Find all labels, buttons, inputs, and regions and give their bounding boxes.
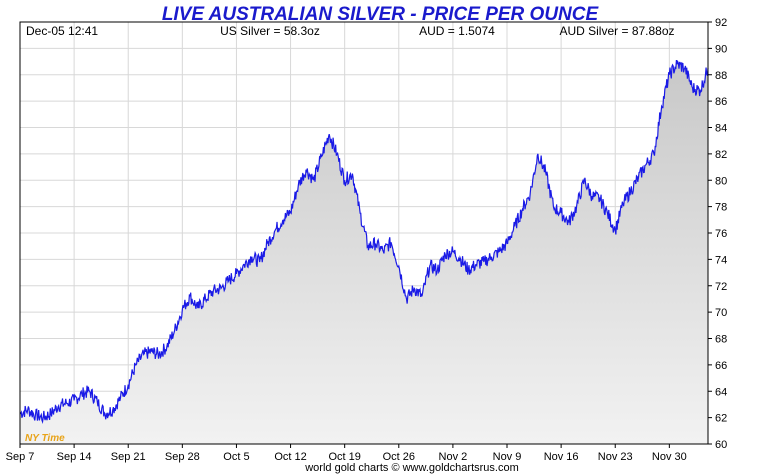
x-tick-label: Sep 7 xyxy=(6,451,35,463)
y-tick-label: 76 xyxy=(715,228,727,240)
aud-silver-label: AUD Silver = 87.88oz xyxy=(559,24,674,38)
credit-label: world gold charts © www.goldchartsrus.co… xyxy=(304,462,519,474)
y-tick-label: 86 xyxy=(715,96,727,108)
y-tick-label: 66 xyxy=(715,360,727,372)
x-tick-label: Nov 30 xyxy=(652,451,687,463)
x-tick-label: Sep 28 xyxy=(165,451,200,463)
x-tick-label: Oct 19 xyxy=(328,451,360,463)
x-tick-label: Oct 26 xyxy=(383,451,415,463)
y-tick-label: 92 xyxy=(715,17,727,29)
x-axis-ticks: Sep 7 Sep 14 Sep 21 Sep 28 Oct 5 Oct 12 Oct 19… xyxy=(6,444,687,463)
x-tick-label: Nov 2 xyxy=(439,451,468,463)
y-tick-label: 80 xyxy=(715,175,727,187)
chart-title: LIVE AUSTRALIAN SILVER - PRICE PER OUNCE xyxy=(162,4,600,25)
y-tick-label: 82 xyxy=(715,149,727,161)
y-tick-label: 72 xyxy=(715,281,727,293)
timezone-label: NY Time xyxy=(25,433,65,444)
y-tick-label: 90 xyxy=(715,43,727,55)
x-tick-label: Nov 9 xyxy=(493,451,522,463)
y-tick-label: 70 xyxy=(715,307,727,319)
y-tick-label: 64 xyxy=(715,386,727,398)
y-tick-label: 68 xyxy=(715,334,727,346)
x-tick-label: Oct 5 xyxy=(223,451,249,463)
x-tick-label: Sep 14 xyxy=(57,451,92,463)
y-axis-ticks: 60 62 64 66 68 70 72 74 76 78 80 82 84 86 88 90 92 xyxy=(708,17,727,451)
price-line xyxy=(19,59,709,425)
us-silver-label: US Silver = 58.3oz xyxy=(220,24,320,38)
x-tick-label: Sep 21 xyxy=(111,451,146,463)
y-tick-label: 74 xyxy=(715,254,727,266)
y-tick-label: 60 xyxy=(715,439,727,451)
x-tick-label: Nov 16 xyxy=(544,451,579,463)
x-tick-label: Oct 12 xyxy=(274,451,306,463)
y-tick-label: 88 xyxy=(715,70,727,82)
aud-rate-label: AUD = 1.5074 xyxy=(419,24,495,38)
x-tick-label: Nov 23 xyxy=(598,451,633,463)
timestamp-label: Dec-05 12:41 xyxy=(26,24,98,38)
price-area-fill xyxy=(20,60,708,444)
y-tick-label: 78 xyxy=(715,202,727,214)
y-tick-label: 62 xyxy=(715,413,727,425)
y-tick-label: 84 xyxy=(715,123,727,135)
